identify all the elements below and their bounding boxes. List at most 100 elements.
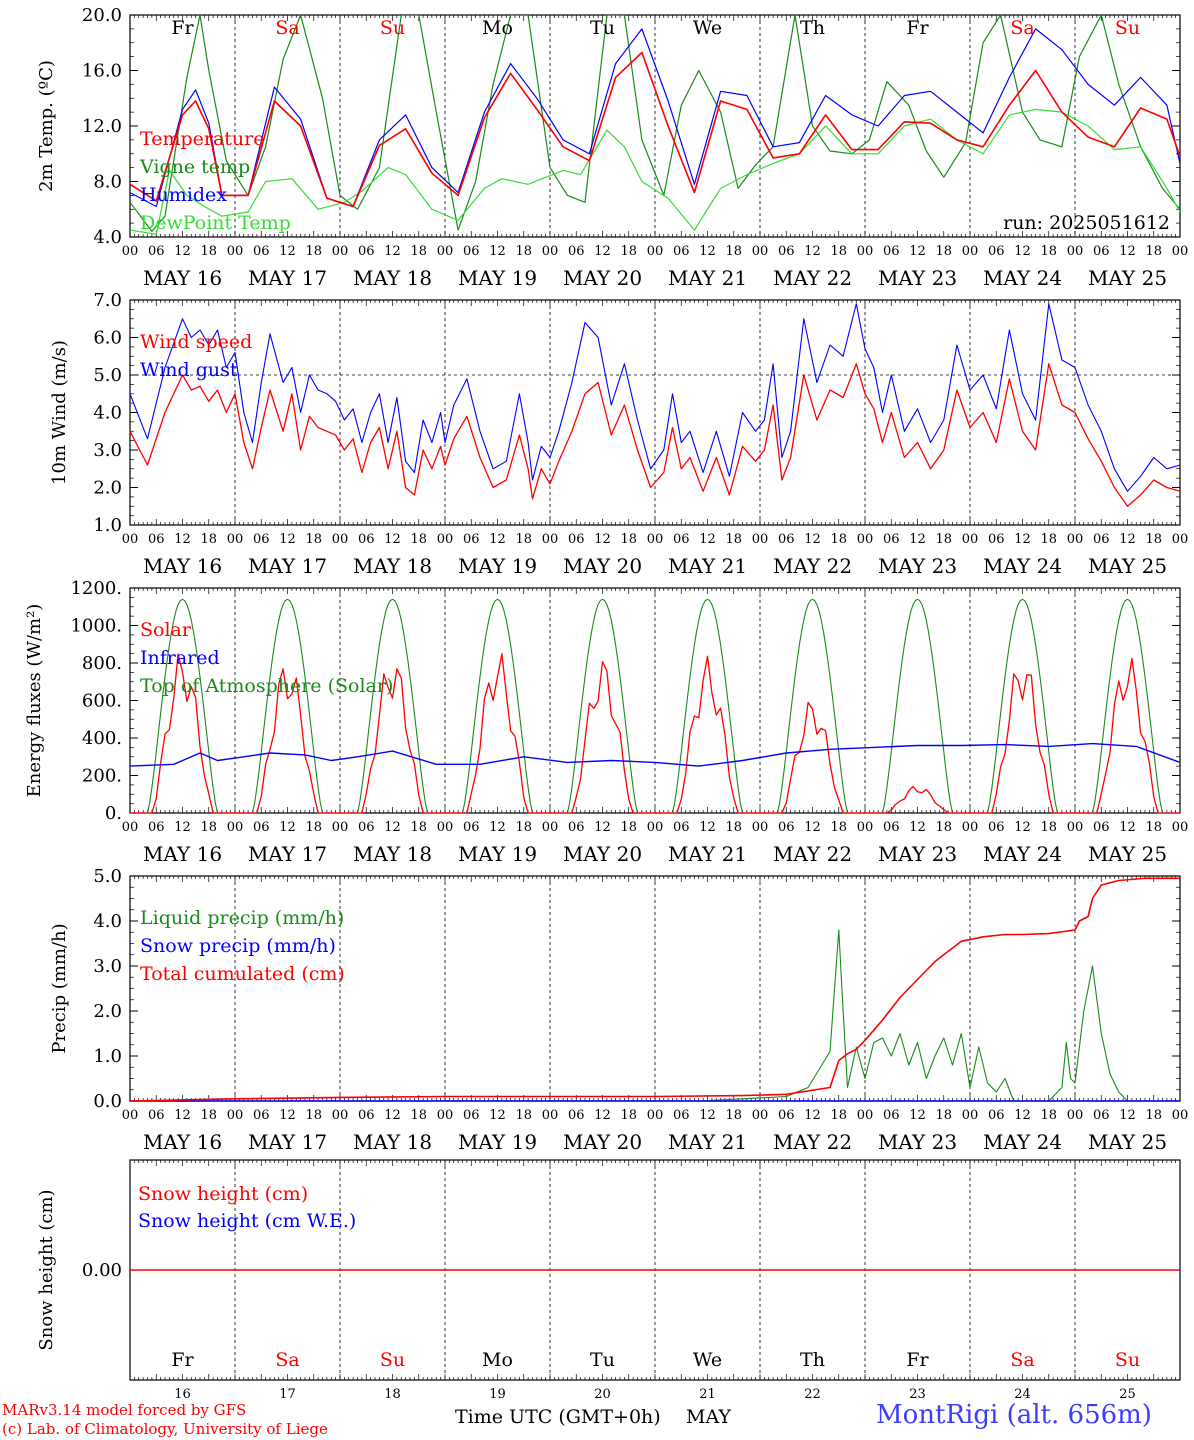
panel-0-date-label: MAY 24: [983, 266, 1062, 290]
panel-4-day-number: 19: [489, 1387, 506, 1400]
panel-0-day-abbr: Mo: [482, 17, 513, 39]
panel-2-hour-tick-label: 18: [305, 820, 322, 835]
panel-3-date-label: MAY 24: [983, 1130, 1062, 1154]
panel-2-y-tick-label: 1000.: [70, 616, 122, 637]
panel-3-y-tick-label: 3.0: [93, 956, 122, 977]
panel-1-hour-tick-label: 12: [804, 532, 821, 547]
solar-line: [130, 653, 1180, 814]
panel-0-date-label: MAY 20: [563, 266, 642, 290]
panel-0-legend-temperature: Temperature: [140, 128, 264, 150]
panel-0-hour-tick-label: 06: [148, 244, 165, 259]
panel-2-hour-tick-label: 12: [804, 820, 821, 835]
panel-0-hour-tick-label: 18: [725, 244, 742, 259]
panel-0-legend-humidex: Humidex: [140, 184, 227, 206]
panel-0-hour-tick-label: 12: [279, 244, 296, 259]
panel-1-hour-tick-label: 18: [1040, 532, 1057, 547]
panel-1-hour-tick-label: 18: [515, 532, 532, 547]
panel-3-hour-tick-label: 00: [1172, 1108, 1189, 1123]
panel-1-hour-tick-label: 06: [673, 532, 690, 547]
panel-2-hour-tick-label: 06: [1093, 820, 1110, 835]
panel-3-hour-tick-label: 12: [909, 1108, 926, 1123]
panel-1-legend-wind-speed: Wind speed: [140, 331, 252, 353]
panel-1-hour-tick-label: 18: [200, 532, 217, 547]
panel-2-hour-tick-label: 18: [1145, 820, 1162, 835]
panel-2-y-tick-label: 0.: [105, 803, 122, 824]
panel-0-y-axis-label: 2m Temp. (ºC): [36, 60, 57, 192]
lab-credit: (c) Lab. of Climatology, University of L…: [2, 1420, 328, 1438]
temp-series-humidex: [130, 28, 1180, 208]
panel-4-day-number: 17: [279, 1387, 296, 1400]
panel-0-hour-tick-label: 00: [1067, 244, 1084, 259]
panel-3-date-label: MAY 17: [248, 1130, 327, 1154]
panel-1-legend-wind-gust: Wind gust: [140, 359, 238, 381]
panel-3-hour-tick-label: 00: [1067, 1108, 1084, 1123]
panel-2-hour-tick-label: 18: [725, 820, 742, 835]
panel-3-date-label: MAY 20: [563, 1130, 642, 1154]
panel-0-hour-tick-label: 00: [542, 244, 559, 259]
panel-1-hour-tick-label: 00: [647, 532, 664, 547]
liquid-precip-line: [130, 929, 1180, 1102]
panel-2-date-label: MAY 20: [563, 842, 642, 866]
panel-1-hour-tick-label: 00: [227, 532, 244, 547]
panel-3-y-tick-label: 0.0: [93, 1091, 122, 1112]
run-label: run: 2025051612: [1003, 212, 1170, 234]
panel-1-hour-tick-label: 00: [857, 532, 874, 547]
panel-2-hour-tick-label: 06: [358, 820, 375, 835]
panel-1-date-label: MAY 16: [143, 554, 222, 578]
x-axis-title: Time UTC (GMT+0h): [455, 1406, 661, 1428]
panel-0-date-label: MAY 21: [668, 266, 747, 290]
total-cumulated-line: [129, 877, 1180, 1102]
panel-3-hour-tick-label: 18: [830, 1108, 847, 1123]
panel-0-hour-tick-label: 06: [463, 244, 480, 259]
panel-3-hour-tick-label: 18: [935, 1108, 952, 1123]
panel-2-hour-tick-label: 06: [883, 820, 900, 835]
panel-1-date-label: MAY 22: [773, 554, 852, 578]
panel-0-hour-tick-label: 18: [1145, 244, 1162, 259]
panel-2-hour-tick-label: 06: [463, 820, 480, 835]
panel-2-hour-tick-label: 00: [857, 820, 874, 835]
panel-2-hour-tick-label: 12: [489, 820, 506, 835]
panel-3-hour-tick-label: 18: [515, 1108, 532, 1123]
temp-series-vigne-temp: [130, 15, 1180, 232]
panel-0-date-label: MAY 18: [353, 266, 432, 290]
panel-2-hour-tick-label: 12: [279, 820, 296, 835]
panel-4-day-number: 21: [699, 1387, 716, 1400]
panel-3-date-label: MAY 16: [143, 1130, 222, 1154]
panel-2-hour-tick-label: 18: [620, 820, 637, 835]
panel-3-hour-tick-label: 18: [725, 1108, 742, 1123]
panel-1-hour-tick-label: 12: [594, 532, 611, 547]
panel-1-hour-tick-label: 00: [962, 532, 979, 547]
panel-3-hour-tick-label: 06: [358, 1108, 375, 1123]
panel-0-hour-tick-label: 06: [883, 244, 900, 259]
panel-0-date-label: MAY 23: [878, 266, 957, 290]
panel-4-y-tick-label: 0.00: [82, 1260, 122, 1281]
panel-4-day-number: 22: [804, 1387, 821, 1400]
panel-1-hour-tick-label: 06: [463, 532, 480, 547]
panel-0-hour-tick-label: 12: [489, 244, 506, 259]
panel-0-hour-tick-label: 18: [305, 244, 322, 259]
panel-0-hour-tick-label: 12: [594, 244, 611, 259]
panel-3-date-label: MAY 25: [1088, 1130, 1167, 1154]
panel-3-hour-tick-label: 00: [752, 1108, 769, 1123]
panel-2-date-label: MAY 23: [878, 842, 957, 866]
panel-0-hour-tick-label: 18: [1040, 244, 1057, 259]
panel-1-date-label: MAY 18: [353, 554, 432, 578]
panel-4-day-abbr: Fr: [906, 1349, 929, 1371]
panel-2-hour-tick-label: 00: [752, 820, 769, 835]
panel-2-hour-tick-label: 00: [1067, 820, 1084, 835]
panel-0-date-label: MAY 19: [458, 266, 537, 290]
panel-1-hour-tick-label: 00: [122, 532, 139, 547]
panel-1-y-tick-label: 3.0: [93, 440, 122, 461]
panel-2-hour-tick-label: 06: [778, 820, 795, 835]
panel-2-date-label: MAY 25: [1088, 842, 1167, 866]
panel-4-day-abbr: Sa: [275, 1349, 299, 1371]
panel-1-hour-tick-label: 18: [305, 532, 322, 547]
panel-0-hour-tick-label: 18: [410, 244, 427, 259]
panel-1-y-tick-label: 1.0: [93, 515, 122, 536]
panel-2-hour-tick-label: 06: [673, 820, 690, 835]
panel-1-hour-tick-label: 06: [1093, 532, 1110, 547]
panel-0-hour-tick-label: 06: [1093, 244, 1110, 259]
wind-speed-line: [129, 363, 1181, 507]
panel-1-date-label: MAY 17: [248, 554, 327, 578]
panel-3-hour-tick-label: 18: [200, 1108, 217, 1123]
